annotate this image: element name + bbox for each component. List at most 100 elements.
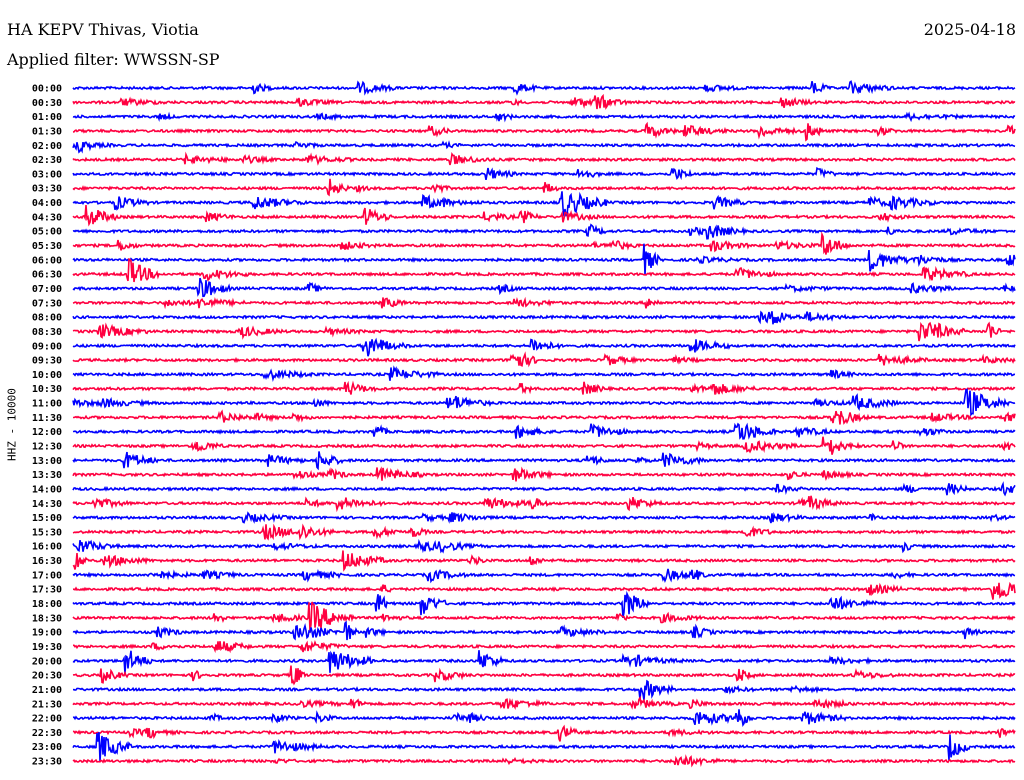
row-time-label: 01:00: [32, 112, 62, 123]
row-time-label: 13:00: [32, 456, 62, 467]
seismic-trace: [72, 409, 1016, 425]
seismic-trace: [72, 191, 1016, 217]
row-time-label: 00:30: [32, 98, 62, 109]
row-time-label: 23:00: [32, 742, 62, 753]
row-time-label: 12:00: [32, 427, 62, 438]
seismic-trace: [72, 665, 1016, 686]
row-time-label: 21:30: [32, 699, 62, 710]
seismic-trace: [72, 296, 1016, 310]
seismic-trace: [72, 451, 1016, 471]
row-time-label: 04:00: [32, 198, 62, 209]
seismic-trace: [72, 277, 1016, 298]
row-time-label: 01:30: [32, 126, 62, 137]
row-time-label: 19:30: [32, 642, 62, 653]
seismic-trace: [72, 732, 1016, 762]
seismic-trace: [72, 436, 1016, 455]
seismic-trace: [72, 351, 1016, 368]
seismic-trace: [72, 93, 1016, 110]
row-time-label: 18:00: [32, 599, 62, 610]
row-time-label: 15:30: [32, 527, 62, 538]
row-time-label: 12:30: [32, 442, 62, 453]
row-time-label: 22:30: [32, 728, 62, 739]
seismic-trace: [72, 121, 1016, 142]
station-title: HA KEPV Thivas, Viotia: [7, 20, 199, 39]
seismic-trace: [72, 511, 1016, 524]
seismic-trace: [72, 550, 1016, 572]
seismic-trace: [72, 481, 1016, 497]
seismic-trace: [72, 321, 1016, 342]
seismic-trace: [72, 523, 1016, 541]
seismic-trace: [72, 380, 1016, 395]
row-time-label: 10:00: [32, 370, 62, 381]
row-time-label: 23:30: [32, 757, 62, 768]
seismic-trace: [72, 754, 1016, 768]
row-time-label: 03:00: [32, 169, 62, 180]
row-time-label: 02:30: [32, 155, 62, 166]
seismic-trace: [72, 205, 1016, 227]
row-time-label: 11:00: [32, 399, 62, 410]
seismic-trace: [72, 166, 1016, 181]
seismic-trace: [72, 679, 1016, 701]
row-time-label: 16:30: [32, 556, 62, 567]
seismic-trace: [72, 140, 1016, 154]
seismic-trace: [72, 724, 1016, 742]
seismic-trace: [72, 650, 1016, 674]
seismic-trace: [72, 258, 1016, 283]
row-time-label: 00:00: [32, 84, 62, 95]
row-time-label: 07:30: [32, 298, 62, 309]
row-time-label: 06:00: [32, 255, 62, 266]
row-time-label: 03:30: [32, 184, 62, 195]
seismic-trace: [73, 640, 1016, 654]
row-time-label: 11:30: [32, 413, 62, 424]
seismic-trace: [72, 601, 1016, 633]
row-time-label: 09:00: [32, 341, 62, 352]
filter-label: Applied filter: WWSSN-SP: [7, 50, 220, 69]
row-time-label: 20:00: [32, 656, 62, 667]
seismic-trace: [72, 695, 1016, 710]
row-time-label: 07:00: [32, 284, 62, 295]
seismic-trace: [72, 310, 1016, 325]
row-time-label: 21:00: [32, 685, 62, 696]
row-time-label: 16:00: [32, 542, 62, 553]
seismic-trace: [72, 365, 1016, 383]
seismic-trace: [72, 111, 1016, 123]
seismic-trace: [72, 80, 1016, 96]
row-time-label: 06:30: [32, 270, 62, 281]
seismic-trace: [72, 466, 1016, 482]
row-time-label: 04:30: [32, 212, 62, 223]
seismic-trace: [72, 243, 1016, 276]
row-time-label: 17:00: [32, 570, 62, 581]
seismic-trace: [72, 709, 1016, 727]
row-time-label: 22:00: [32, 714, 62, 725]
row-time-label: 10:30: [32, 384, 62, 395]
seismic-trace: [72, 151, 1016, 166]
seismic-trace: [72, 495, 1016, 513]
row-time-label: 20:30: [32, 671, 62, 682]
seismic-trace: [72, 178, 1016, 197]
row-time-label: 08:30: [32, 327, 62, 338]
row-time-label: 15:00: [32, 513, 62, 524]
seismic-trace: [72, 620, 1016, 641]
row-time-label: 08:00: [32, 313, 62, 324]
date-label: 2025-04-18: [923, 20, 1016, 39]
seismic-trace: [72, 388, 1016, 417]
row-time-label: 09:30: [32, 356, 62, 367]
seismic-trace: [72, 223, 1016, 240]
seismic-trace: [72, 231, 1016, 255]
row-time-label: 05:00: [32, 227, 62, 238]
row-time-label: 02:00: [32, 141, 62, 152]
seismic-trace: [72, 337, 1016, 357]
seismic-trace: [72, 590, 1016, 619]
seismic-trace: [72, 581, 1016, 600]
row-time-label: 19:00: [32, 628, 62, 639]
row-time-label: 14:30: [32, 499, 62, 510]
seismic-trace: [72, 568, 1016, 584]
row-time-label: 17:30: [32, 585, 62, 596]
row-time-label: 14:00: [32, 484, 62, 495]
row-time-label: 13:30: [32, 470, 62, 481]
seismic-trace: [72, 538, 1016, 554]
seismic-trace: [72, 422, 1016, 440]
row-time-label: 18:30: [32, 613, 62, 624]
row-time-label: 05:30: [32, 241, 62, 252]
